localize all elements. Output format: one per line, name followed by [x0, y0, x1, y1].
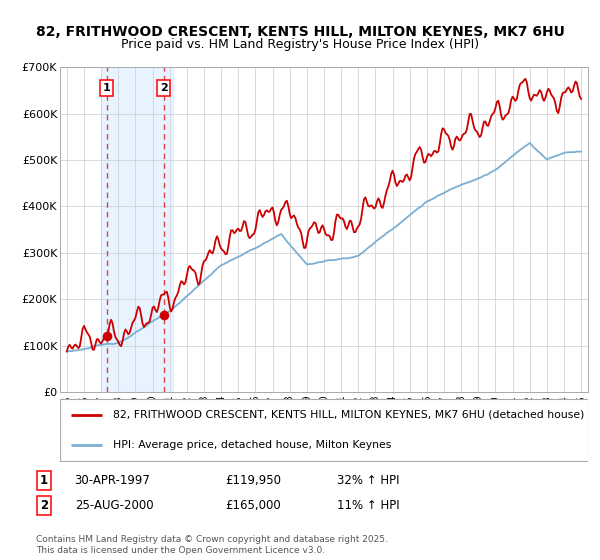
Bar	[101, 67, 173, 392]
Text: 2: 2	[40, 499, 48, 512]
Text: 1: 1	[40, 474, 48, 487]
Text: 25-AUG-2000: 25-AUG-2000	[74, 499, 153, 512]
Text: Price paid vs. HM Land Registry's House Price Index (HPI): Price paid vs. HM Land Registry's House …	[121, 38, 479, 51]
Text: 30-APR-1997: 30-APR-1997	[74, 474, 151, 487]
Text: 32% ↑ HPI: 32% ↑ HPI	[337, 474, 400, 487]
Text: 1: 1	[103, 83, 110, 93]
FancyBboxPatch shape	[60, 399, 588, 461]
Text: £165,000: £165,000	[226, 499, 281, 512]
Text: 11% ↑ HPI: 11% ↑ HPI	[337, 499, 400, 512]
Text: Contains HM Land Registry data © Crown copyright and database right 2025.
This d: Contains HM Land Registry data © Crown c…	[35, 535, 388, 555]
Text: 82, FRITHWOOD CRESCENT, KENTS HILL, MILTON KEYNES, MK7 6HU: 82, FRITHWOOD CRESCENT, KENTS HILL, MILT…	[35, 25, 565, 39]
Text: HPI: Average price, detached house, Milton Keynes: HPI: Average price, detached house, Milt…	[113, 440, 391, 450]
Text: £119,950: £119,950	[226, 474, 281, 487]
Point	[159, 311, 169, 320]
Text: 82, FRITHWOOD CRESCENT, KENTS HILL, MILTON KEYNES, MK7 6HU (detached house): 82, FRITHWOOD CRESCENT, KENTS HILL, MILT…	[113, 410, 584, 420]
Point	[102, 332, 112, 341]
Text: 2: 2	[160, 83, 167, 93]
